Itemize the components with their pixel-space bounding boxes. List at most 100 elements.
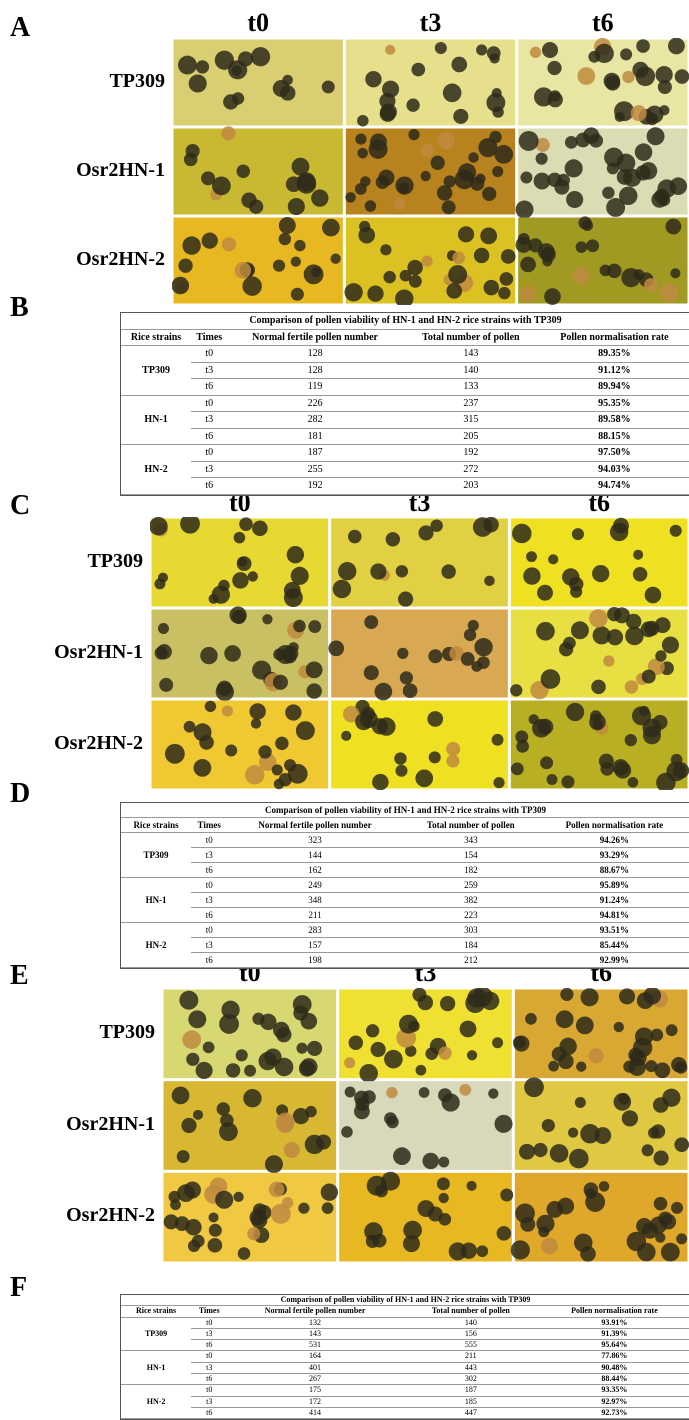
pollen-grain <box>598 753 614 769</box>
pollen-grain <box>311 189 329 207</box>
pollen-grain <box>560 988 574 1001</box>
table-cell: 315 <box>402 411 539 429</box>
pollen-grain <box>549 1144 569 1163</box>
pollen-grain <box>386 1086 398 1099</box>
pollen-grain <box>219 1122 238 1142</box>
data-row: TP309 t0 128 143 89.35% <box>121 345 689 396</box>
strain-cell: TP309 <box>121 1317 192 1352</box>
pollen-grain <box>181 1117 197 1134</box>
pollen-grain <box>159 677 174 692</box>
table-cell: 164 <box>227 1350 403 1363</box>
pollen-grain <box>540 756 554 770</box>
pollen-grain <box>619 988 636 1005</box>
table-cell: 323 <box>227 832 403 848</box>
pollen-grain <box>408 129 420 141</box>
pollen-grain <box>348 1035 364 1050</box>
pollen-grain <box>436 1177 450 1191</box>
pollen-grain <box>427 1206 443 1222</box>
pollen-grain <box>437 132 455 150</box>
table-cell: 187 <box>402 1384 539 1397</box>
pollen-grain <box>191 1234 205 1248</box>
table-cell: 94.26% <box>538 832 689 848</box>
pollen-grain <box>308 620 322 633</box>
pollen-grain <box>180 517 200 534</box>
table-title: Comparison of pollen viability of HN-1 a… <box>121 1295 689 1307</box>
data-row: t3 172 185 92.97% <box>121 1396 689 1408</box>
pollen-grain <box>634 143 653 161</box>
pollen-grain <box>231 65 242 76</box>
pollen-grain <box>348 529 362 544</box>
pollen-grain <box>570 585 583 598</box>
table-cell: t3 <box>191 1396 228 1408</box>
pollen-grain <box>568 1148 589 1169</box>
pollen-grain <box>546 774 558 785</box>
micrograph-grid <box>150 517 689 790</box>
table-cell: 89.35% <box>538 345 689 363</box>
table-cell: t6 <box>191 477 228 495</box>
pollen-grain <box>232 572 249 589</box>
table-cell: 94.03% <box>538 461 689 478</box>
table-cell: 93.29% <box>538 847 689 863</box>
pollen-grain <box>344 1057 356 1069</box>
pollen-grain <box>630 105 647 122</box>
pollen-grain <box>186 1052 200 1066</box>
data-row: t6 267 302 88.44% <box>121 1373 689 1386</box>
data-row: t3 401 443 90.48% <box>121 1362 689 1375</box>
pollen-grain <box>306 683 322 699</box>
pollen-grain <box>328 640 345 657</box>
pollen-grain <box>345 192 356 203</box>
table-cell: t0 <box>191 1350 228 1363</box>
pollen-grain <box>359 1064 378 1083</box>
pollen-grain <box>641 669 656 684</box>
pollen-grain <box>355 1096 370 1112</box>
pollen-grain <box>274 1057 294 1077</box>
pollen-grain <box>242 276 262 296</box>
table-cell: 89.58% <box>538 411 689 429</box>
table-cell: 89.94% <box>538 378 689 396</box>
pollen-grain <box>625 626 644 646</box>
pollen-grain <box>247 1227 261 1241</box>
pollen-grain <box>370 563 387 580</box>
pollen-grain <box>449 646 464 661</box>
pollen-grain <box>628 1047 643 1063</box>
pollen-grain <box>616 153 636 173</box>
pollen-grain <box>493 777 505 789</box>
pollen-grain <box>624 734 637 747</box>
pollen-grain <box>537 718 554 735</box>
pollen-grain <box>221 126 236 141</box>
pollen-grain <box>547 60 562 76</box>
column-header: Total number of pollen <box>402 1305 539 1318</box>
pollen-grain <box>643 988 662 1005</box>
pollen-grain <box>555 1010 574 1029</box>
table-cell: 555 <box>402 1339 539 1352</box>
pollen-grain <box>591 679 606 695</box>
table-cell: t6 <box>191 378 228 396</box>
pollen-grain <box>357 147 368 159</box>
table-cell: 95.89% <box>538 877 689 893</box>
pollen-grain <box>363 665 379 681</box>
pollen-grain <box>567 1127 579 1138</box>
column-header: Times <box>191 817 228 833</box>
pollen-grain <box>441 1093 460 1112</box>
pollen-grain <box>670 268 681 279</box>
table-cell: 93.91% <box>538 1317 689 1329</box>
pollen-grain <box>374 1184 388 1198</box>
pollen-grain <box>533 172 551 190</box>
strain-cell: TP309 <box>121 832 192 878</box>
pollen-grain <box>278 232 292 246</box>
pollen-grain <box>234 262 252 279</box>
pollen-grain <box>183 152 198 167</box>
pollen-grain <box>476 44 488 56</box>
pollen-grain <box>516 739 529 753</box>
pollen-grain <box>436 185 453 201</box>
table-cell: t6 <box>191 428 228 445</box>
pollen-grain <box>291 157 310 176</box>
pollen-grain <box>512 523 532 544</box>
pollen-grain <box>519 1143 535 1160</box>
data-table: Comparison of pollen viability of HN-1 a… <box>121 1295 689 1420</box>
header-row: Rice strains Times Normal fertile pollen n… <box>121 1305 689 1318</box>
data-row: TP309 t0 323 343 94.26% <box>121 832 689 878</box>
pollen-grain <box>639 162 658 180</box>
pollen-grain <box>646 127 665 146</box>
pollen-grain <box>195 60 210 74</box>
